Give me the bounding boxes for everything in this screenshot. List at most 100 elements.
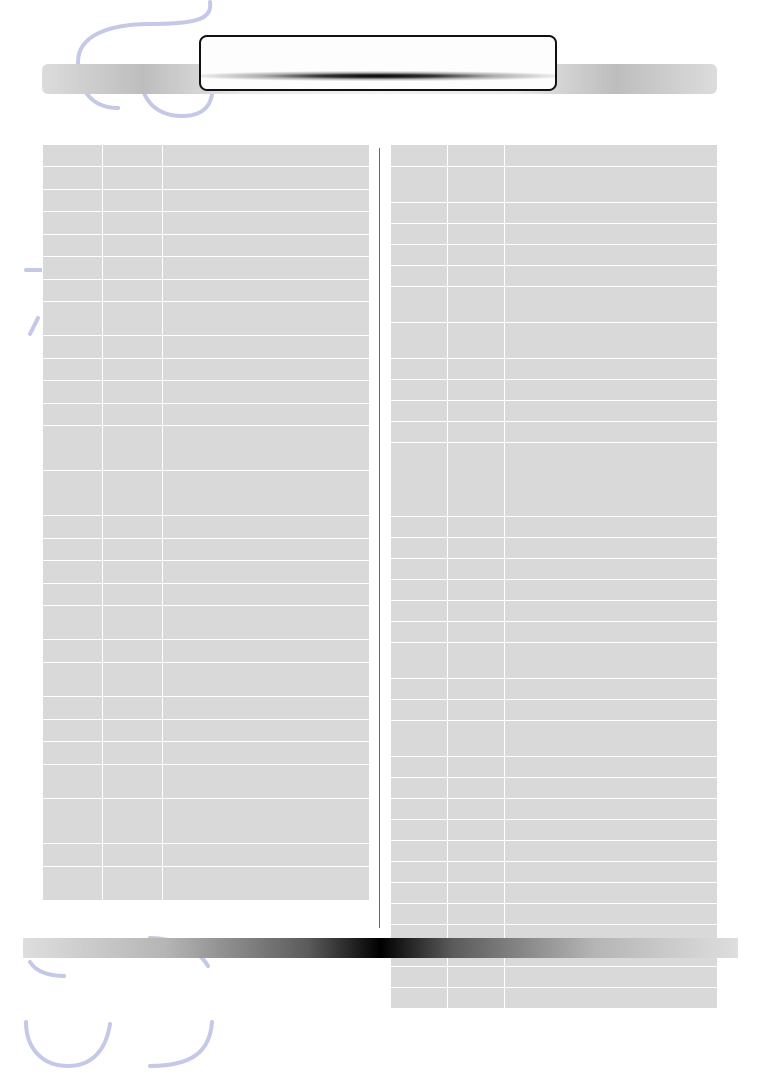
table-cell bbox=[390, 621, 448, 643]
table-row bbox=[42, 560, 370, 584]
table-cell bbox=[162, 211, 370, 235]
table-row bbox=[390, 442, 718, 517]
table-cell bbox=[390, 166, 448, 203]
table-cell bbox=[102, 234, 163, 257]
table-row bbox=[42, 211, 370, 235]
table-row bbox=[42, 403, 370, 426]
table-cell bbox=[42, 301, 103, 336]
table-cell bbox=[102, 425, 163, 471]
table-row bbox=[42, 583, 370, 606]
table-cell bbox=[390, 882, 448, 904]
table-row bbox=[390, 699, 718, 721]
table-row bbox=[390, 322, 718, 359]
table-cell bbox=[42, 719, 103, 742]
table-left bbox=[42, 144, 370, 901]
table-row bbox=[42, 605, 370, 640]
table-cell bbox=[162, 866, 370, 901]
table-cell bbox=[504, 678, 718, 700]
table-cell bbox=[504, 244, 718, 266]
table-cell bbox=[42, 741, 103, 765]
table-cell bbox=[447, 202, 505, 224]
table-row bbox=[390, 286, 718, 323]
table-row bbox=[42, 538, 370, 561]
table-row bbox=[390, 720, 718, 757]
table-row bbox=[42, 425, 370, 471]
table-cell bbox=[162, 144, 370, 167]
table-cell bbox=[504, 223, 718, 245]
table-cell bbox=[447, 400, 505, 422]
table-cell bbox=[447, 516, 505, 538]
table-cell bbox=[504, 358, 718, 380]
table-cell bbox=[504, 600, 718, 622]
table-cell bbox=[447, 286, 505, 323]
table-cell bbox=[390, 600, 448, 622]
table-row bbox=[42, 696, 370, 720]
table-cell bbox=[504, 537, 718, 559]
table-cell bbox=[504, 777, 718, 799]
table-row bbox=[42, 866, 370, 901]
table-row bbox=[390, 756, 718, 778]
table-right bbox=[390, 144, 718, 1009]
table-row bbox=[42, 662, 370, 697]
table-cell bbox=[102, 335, 163, 359]
table-cell bbox=[102, 866, 163, 901]
table-cell bbox=[162, 189, 370, 212]
table-cell bbox=[162, 403, 370, 426]
table-cell bbox=[447, 621, 505, 643]
table-cell bbox=[102, 470, 163, 516]
table-cell bbox=[447, 442, 505, 517]
table-cell bbox=[102, 380, 163, 404]
table-cell bbox=[102, 144, 163, 167]
table-row bbox=[390, 144, 718, 167]
table-cell bbox=[447, 699, 505, 721]
table-row bbox=[390, 798, 718, 820]
table-cell bbox=[390, 379, 448, 401]
table-cell bbox=[504, 621, 718, 643]
table-cell bbox=[390, 756, 448, 778]
table-row bbox=[390, 379, 718, 401]
table-cell bbox=[162, 583, 370, 606]
table-cell bbox=[390, 442, 448, 517]
table-cell bbox=[447, 642, 505, 679]
table-cell bbox=[42, 662, 103, 697]
table-row bbox=[42, 358, 370, 381]
table-cell bbox=[42, 605, 103, 640]
table-cell bbox=[447, 600, 505, 622]
table-cell bbox=[162, 843, 370, 867]
table-cell bbox=[447, 756, 505, 778]
table-cell bbox=[504, 699, 718, 721]
table-cell bbox=[447, 322, 505, 359]
table-row bbox=[42, 335, 370, 359]
table-row bbox=[390, 400, 718, 422]
table-cell bbox=[162, 470, 370, 516]
table-cell bbox=[504, 202, 718, 224]
table-cell bbox=[162, 719, 370, 742]
table-cell bbox=[504, 882, 718, 904]
table-row bbox=[390, 579, 718, 601]
table-cell bbox=[162, 639, 370, 663]
table-cell bbox=[162, 605, 370, 640]
table-cell bbox=[390, 265, 448, 287]
table-cell bbox=[390, 699, 448, 721]
table-row bbox=[390, 537, 718, 559]
table-row bbox=[42, 234, 370, 257]
table-cell bbox=[102, 719, 163, 742]
table-cell bbox=[447, 678, 505, 700]
table-cell bbox=[504, 286, 718, 323]
table-row bbox=[42, 189, 370, 212]
table-cell bbox=[162, 538, 370, 561]
table-cell bbox=[162, 696, 370, 720]
table-cell bbox=[42, 189, 103, 212]
table-cell bbox=[447, 358, 505, 380]
table-cell bbox=[162, 662, 370, 697]
table-cell bbox=[390, 400, 448, 422]
table-cell bbox=[390, 537, 448, 559]
table-cell bbox=[162, 256, 370, 280]
table-row bbox=[42, 470, 370, 516]
table-row bbox=[390, 903, 718, 925]
table-cell bbox=[390, 202, 448, 224]
tick-left-2 bbox=[28, 316, 40, 336]
table-cell bbox=[42, 256, 103, 280]
table-cell bbox=[42, 843, 103, 867]
table-row bbox=[390, 166, 718, 203]
